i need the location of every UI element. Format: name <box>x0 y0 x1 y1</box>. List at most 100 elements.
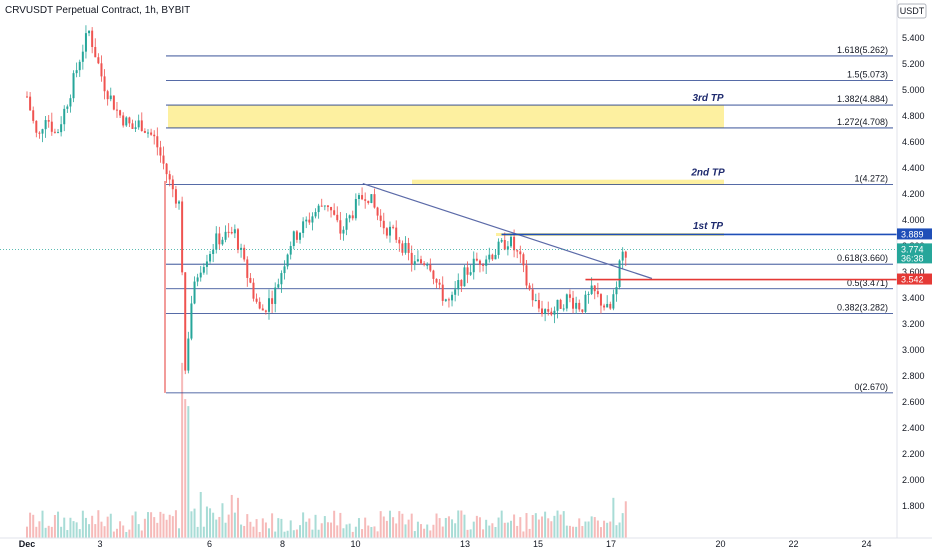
volume-bar <box>485 519 488 538</box>
volume-bar <box>516 525 519 538</box>
volume-bar <box>537 519 540 538</box>
candle-body <box>491 254 494 260</box>
candle-body <box>342 229 345 234</box>
volume-bar <box>199 491 202 538</box>
fib-label-0.382: 0.382(3.282) <box>837 302 888 312</box>
volume-bar <box>606 522 609 538</box>
candle-body <box>295 231 298 240</box>
fib-label-0.618: 0.618(3.660) <box>837 253 888 263</box>
candle-body <box>621 251 624 261</box>
candle-body <box>466 267 469 275</box>
candle-body <box>463 267 466 287</box>
fib-label-0: 0(2.670) <box>854 382 888 392</box>
candle-body <box>314 212 317 217</box>
volume-bar <box>209 508 212 538</box>
x-tick-label: 13 <box>460 539 470 549</box>
candle-body <box>218 233 221 245</box>
volume-bar <box>466 529 469 538</box>
candle-body <box>519 251 522 255</box>
candle-body <box>336 214 339 221</box>
volume-bar <box>336 525 339 538</box>
candle-body <box>75 70 78 74</box>
candle-body <box>29 96 32 111</box>
candle-body <box>57 132 60 134</box>
candle-body <box>84 33 87 52</box>
candle-body <box>333 210 336 215</box>
candle-body <box>103 76 106 92</box>
volume-bar <box>280 518 283 538</box>
volume-bar <box>26 526 28 538</box>
candle-body <box>367 200 370 203</box>
candle-body <box>553 310 556 315</box>
y-tick-label: 4.400 <box>902 163 925 173</box>
volume-bar <box>413 531 416 538</box>
volume-bar <box>494 526 497 538</box>
volume-bar <box>599 527 602 538</box>
candle-body <box>292 231 295 247</box>
volume-bar <box>326 522 329 538</box>
x-tick-label: 6 <box>207 539 212 549</box>
volume-bar <box>342 528 345 538</box>
candle-body <box>475 258 478 261</box>
candle-body <box>209 254 212 262</box>
candle-body <box>550 311 553 315</box>
candle-body <box>472 258 475 273</box>
volume-bar <box>472 521 475 538</box>
volume-bar <box>308 518 311 538</box>
currency-button[interactable] <box>897 3 927 19</box>
volume-bar <box>388 510 391 538</box>
volume-bar <box>541 516 544 538</box>
volume-bar <box>243 525 246 538</box>
volume-bar <box>432 524 435 538</box>
candle-body <box>32 110 35 121</box>
volume-bar <box>249 521 252 538</box>
volume-bar <box>109 513 112 538</box>
volume-bar <box>404 524 407 538</box>
volume-bar <box>612 497 615 538</box>
candle-body <box>137 120 140 128</box>
candle-body <box>26 96 28 98</box>
volume-bar <box>584 521 587 538</box>
candle-body <box>354 199 357 219</box>
candle-body <box>196 277 199 282</box>
volume-bar <box>246 514 249 538</box>
volume-bar <box>131 515 134 538</box>
volume-bar <box>78 529 81 538</box>
volume-bar <box>506 522 509 538</box>
trendline[interactable] <box>362 183 653 280</box>
volume-bar <box>503 522 506 538</box>
x-tick-label: 15 <box>533 539 543 549</box>
candle-body <box>531 289 534 301</box>
price-badge-label-red: 3.542 <box>901 275 924 285</box>
candle-body <box>112 95 115 110</box>
candle-body <box>593 285 596 292</box>
y-tick-label: 4.200 <box>902 189 925 199</box>
candle-body <box>482 264 485 266</box>
candle-body <box>53 131 56 133</box>
volume-bar <box>94 524 97 538</box>
candle-body <box>305 219 308 222</box>
candle-body <box>150 132 153 135</box>
volume-bar <box>60 526 63 538</box>
volume-bar <box>348 523 351 538</box>
volume-bar <box>609 521 612 538</box>
candle-body <box>156 136 159 148</box>
candle-body <box>66 106 69 109</box>
candle-body <box>215 233 218 250</box>
volume-bar <box>444 517 447 538</box>
candle-body <box>618 260 621 288</box>
candle-body <box>606 303 609 308</box>
volume-bar <box>550 521 553 538</box>
volume-bar <box>174 510 177 538</box>
candle-body <box>392 226 395 228</box>
volume-bar <box>320 523 323 538</box>
volume-bar <box>264 522 267 538</box>
volume-bar <box>531 515 534 538</box>
volume-bar <box>274 531 277 538</box>
y-tick-label: 2.800 <box>902 371 925 381</box>
x-tick-label: 24 <box>861 539 871 549</box>
price-badge-countdown: 36:38 <box>901 253 924 263</box>
